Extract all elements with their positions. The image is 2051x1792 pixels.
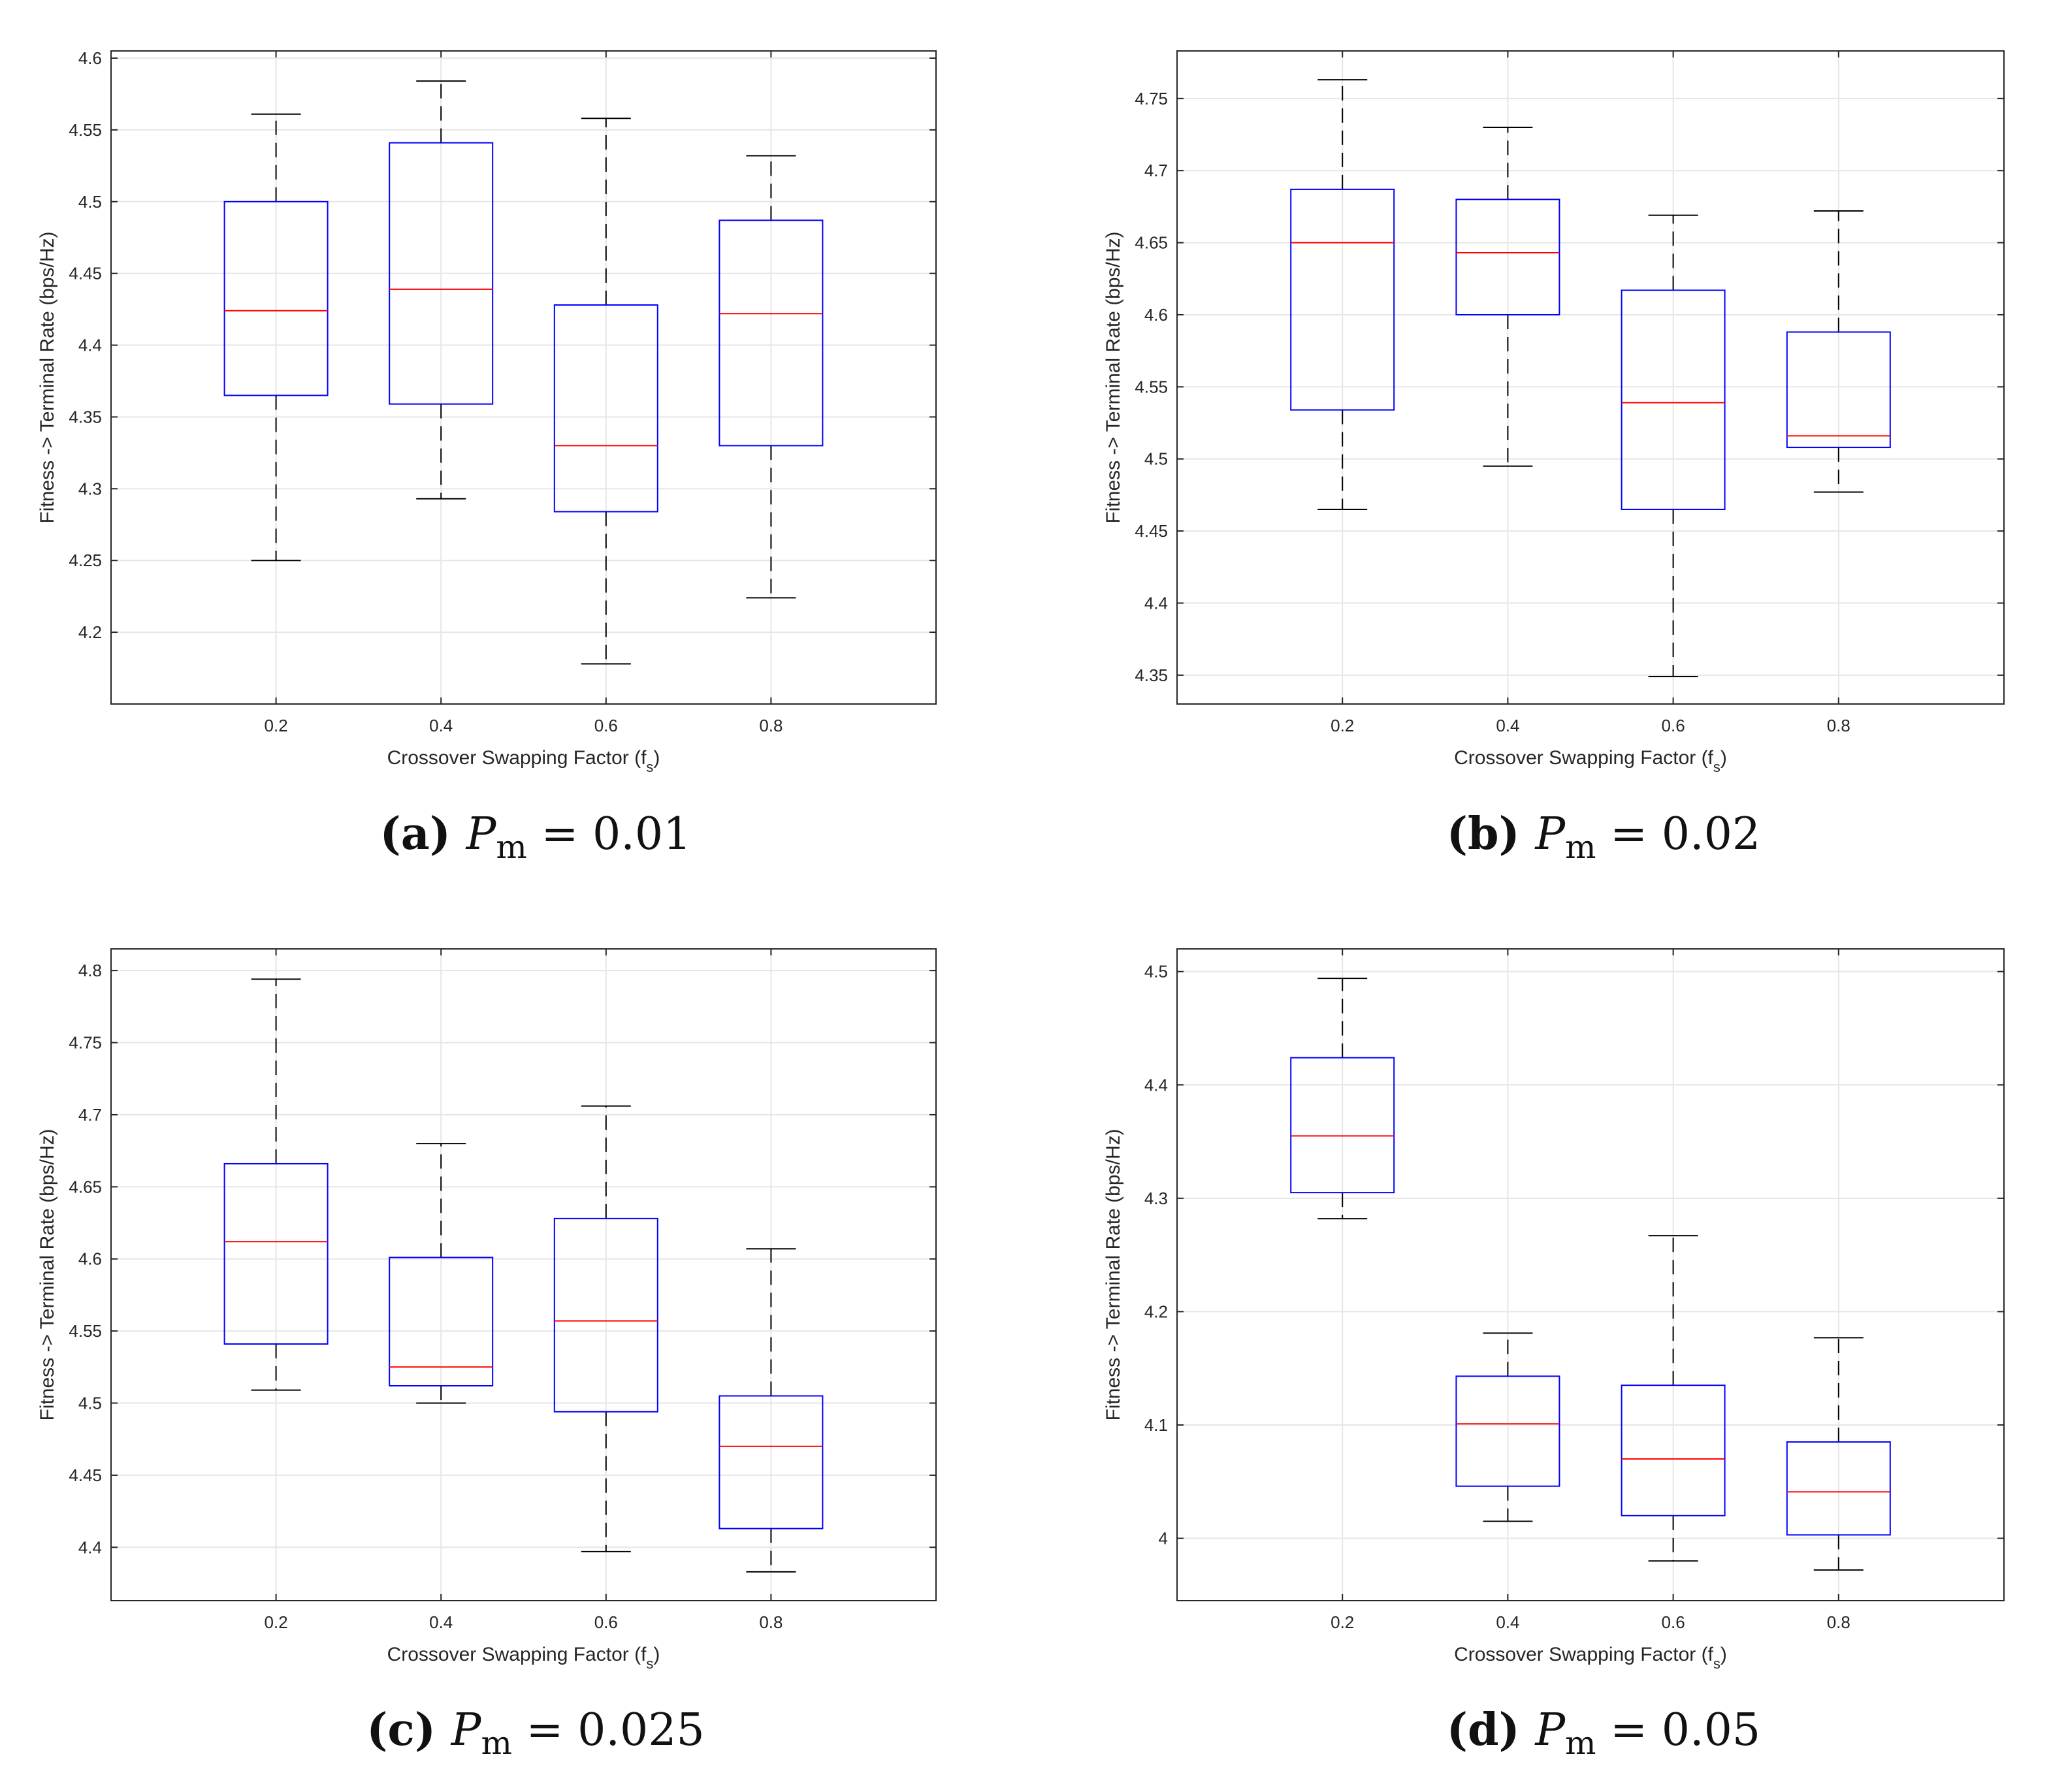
y-tick-label: 4.35 <box>69 407 102 426</box>
y-axis-label: Fitness -> Terminal Rate (bps/Hz) <box>1103 231 1124 523</box>
panel-caption: (b) Pm = 0.02 <box>1447 808 1760 866</box>
y-tick-label: 4.5 <box>1144 449 1168 469</box>
y-tick-label: 4.7 <box>1144 161 1168 180</box>
x-tick-label: 0.6 <box>1662 1612 1685 1632</box>
y-tick-label: 4.6 <box>78 1249 102 1269</box>
y-tick-label: 4.4 <box>1144 593 1168 613</box>
x-tick-label: 0.2 <box>1331 716 1354 735</box>
y-tick-label: 4.55 <box>69 120 102 140</box>
x-tick-label: 0.6 <box>594 1612 618 1632</box>
x-tick-label: 0.8 <box>1827 716 1850 735</box>
y-tick-label: 4.4 <box>1144 1075 1168 1095</box>
x-tick-label: 0.6 <box>1662 716 1685 735</box>
y-tick-label: 4.45 <box>69 1465 102 1485</box>
y-tick-label: 4.55 <box>69 1321 102 1341</box>
x-tick-label: 0.2 <box>1331 1612 1354 1632</box>
x-tick-label: 0.8 <box>759 1612 783 1632</box>
y-tick-label: 4.25 <box>69 551 102 570</box>
plot-frame <box>111 51 936 704</box>
y-tick-label: 4.5 <box>1144 962 1168 982</box>
y-tick-label: 4.65 <box>1135 233 1168 253</box>
y-tick-label: 4.4 <box>78 1537 102 1557</box>
y-tick-label: 4.75 <box>69 1033 102 1053</box>
x-tick-label: 0.6 <box>594 716 618 735</box>
y-tick-label: 4.7 <box>78 1105 102 1125</box>
x-tick-label: 0.2 <box>265 716 288 735</box>
y-tick-label: 4.4 <box>78 336 102 355</box>
plot-frame <box>1177 51 2004 704</box>
y-axis-label: Fitness -> Terminal Rate (bps/Hz) <box>1103 1128 1124 1420</box>
y-tick-label: 4 <box>1159 1529 1168 1548</box>
x-tick-label: 0.4 <box>1496 1612 1519 1632</box>
chart-panel-b: 4.35 4.4 4.45 4.5 4.55 4.6 4.65 4.7 4.75 0.2 0.4 0.… <box>1103 51 2004 866</box>
panel-caption: (c) Pm = 0.025 <box>366 1704 705 1762</box>
y-tick-label: 4.1 <box>1144 1415 1168 1435</box>
y-tick-label: 4.75 <box>1135 89 1168 108</box>
x-tick-label: 0.8 <box>1827 1612 1850 1632</box>
chart-panel-d: 4 4.1 4.2 4.3 4.4 4.5 0.2 0.4 0.6 0.8 Crossover Sw… <box>1103 949 2004 1762</box>
y-axis-label: Fitness -> Terminal Rate (bps/Hz) <box>37 231 58 523</box>
x-tick-label: 0.8 <box>759 716 783 735</box>
chart-panel-a: 4.2 4.25 4.3 4.35 4.4 4.45 4.5 4.55 4.6 0.2 0.4 0.6… <box>37 48 936 866</box>
y-tick-label: 4.8 <box>78 961 102 980</box>
y-tick-label: 4.6 <box>1144 305 1168 325</box>
x-axis-label: Crossover Swapping Factor (fs) <box>1454 747 1727 775</box>
panel-caption: (a) Pm = 0.01 <box>380 808 692 866</box>
y-tick-label: 4.3 <box>78 479 102 498</box>
y-tick-label: 4.35 <box>1135 665 1168 685</box>
y-tick-label: 4.45 <box>1135 521 1168 541</box>
y-tick-label: 4.55 <box>1135 377 1168 396</box>
y-tick-label: 4.3 <box>1144 1189 1168 1208</box>
panel-caption: (d) Pm = 0.05 <box>1447 1704 1760 1762</box>
y-tick-label: 4.2 <box>1144 1302 1168 1321</box>
chart-panel-c: 4.4 4.45 4.5 4.55 4.6 4.65 4.7 4.75 4.8 0.2 0.4 0.6… <box>37 949 936 1762</box>
x-tick-label: 0.4 <box>1496 716 1519 735</box>
plot-frame <box>1177 949 2004 1601</box>
plot-frame <box>111 949 936 1601</box>
x-axis-label: Crossover Swapping Factor (fs) <box>387 747 660 775</box>
x-axis-label: Crossover Swapping Factor (fs) <box>1454 1644 1727 1672</box>
y-tick-label: 4.6 <box>78 48 102 68</box>
y-tick-label: 4.5 <box>78 1394 102 1413</box>
y-tick-label: 4.65 <box>69 1177 102 1196</box>
x-tick-label: 0.2 <box>265 1612 288 1632</box>
y-tick-label: 4.45 <box>69 264 102 283</box>
y-tick-label: 4.2 <box>78 622 102 642</box>
x-tick-label: 0.4 <box>429 1612 453 1632</box>
x-axis-label: Crossover Swapping Factor (fs) <box>387 1644 660 1672</box>
figure: 4.2 4.25 4.3 4.35 4.4 4.45 4.5 4.55 4.6 0.2 0.4 0.6… <box>0 0 2051 1792</box>
y-axis-label: Fitness -> Terminal Rate (bps/Hz) <box>37 1128 58 1420</box>
x-tick-label: 0.4 <box>429 716 453 735</box>
y-tick-label: 4.5 <box>78 192 102 212</box>
